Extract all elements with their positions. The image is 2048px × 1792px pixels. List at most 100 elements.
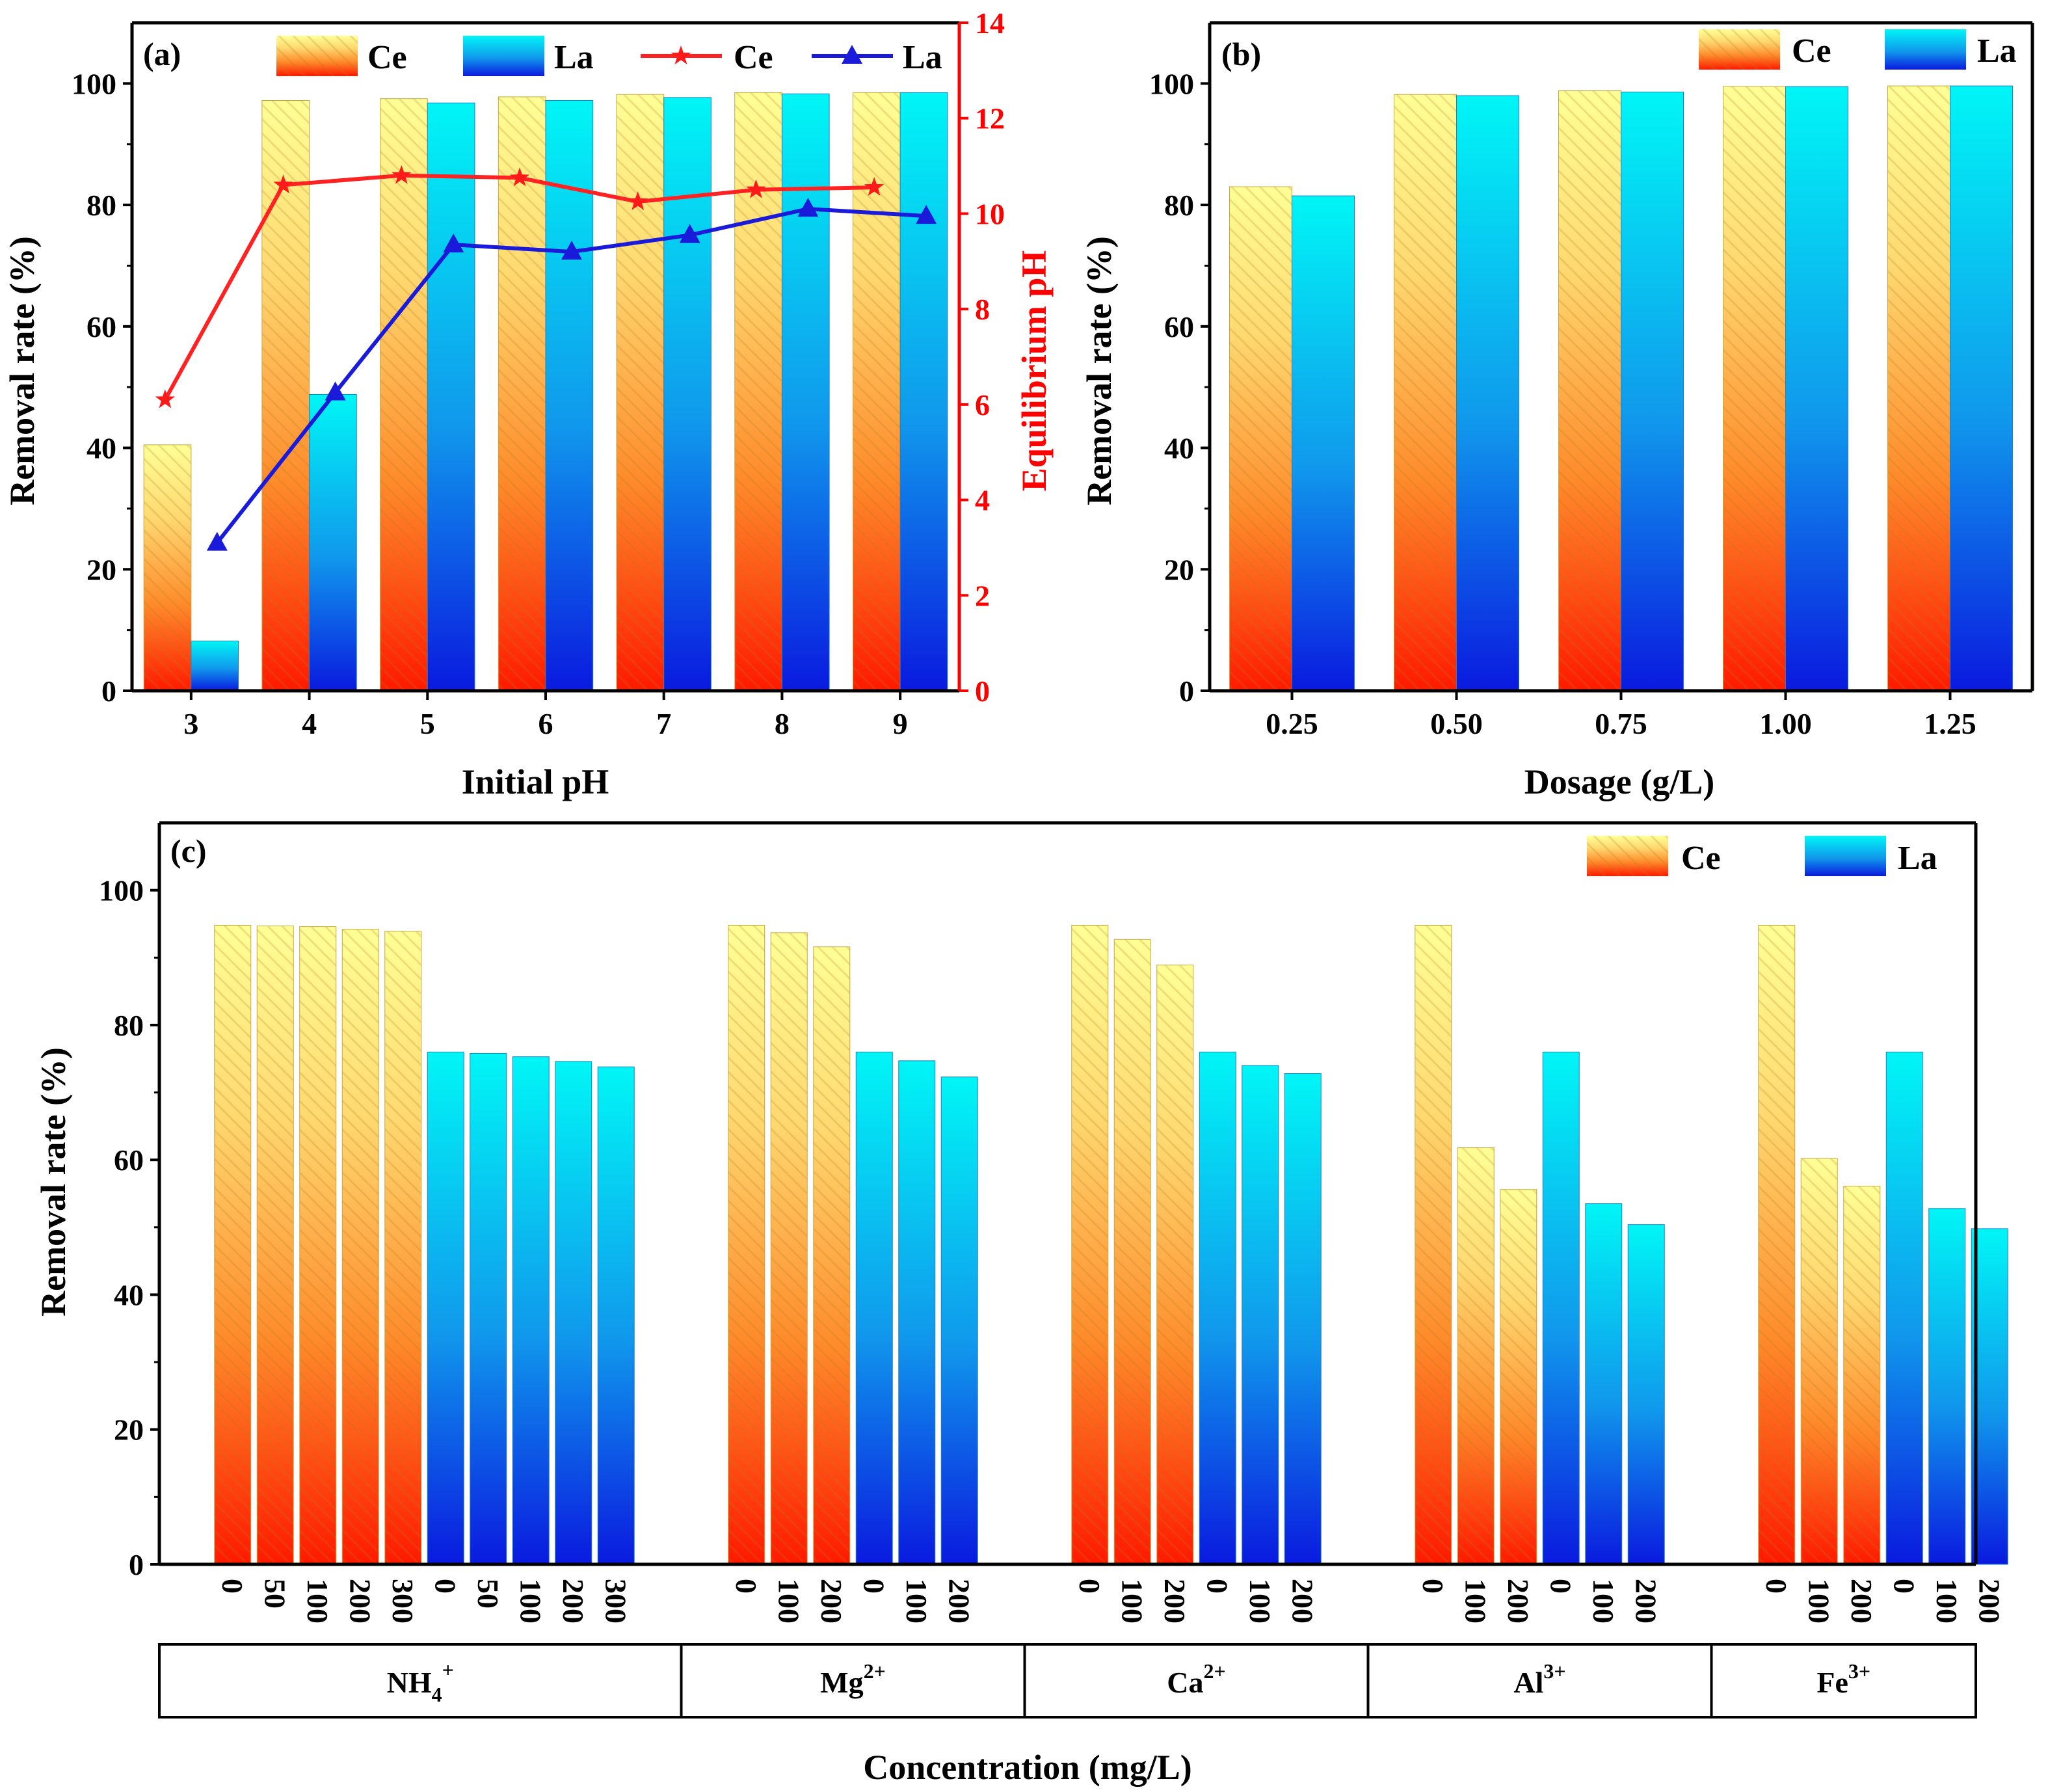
panel-c-bar-ce xyxy=(256,926,294,1565)
panel-a-legend-marker-la xyxy=(842,45,862,64)
panel-c-bar-ce-hatch xyxy=(813,946,850,1564)
panel-a-label: (a) xyxy=(143,36,181,72)
panel-c-ytick-label: 20 xyxy=(114,1413,144,1447)
panel-c-bar-ce-hatch xyxy=(299,926,336,1564)
panel-c-bar-ce xyxy=(214,925,252,1565)
panel-b-legend-swatch-la xyxy=(1885,29,1966,70)
panel-a-bar-la-fill xyxy=(663,97,711,691)
panel-c-xtick-label: 200 xyxy=(1502,1579,1535,1624)
panel-c-bar-la xyxy=(898,1060,936,1565)
panel-c-xtick-label: 200 xyxy=(1973,1579,2006,1624)
panel-c-bar-ce xyxy=(384,931,422,1565)
panel-c-bar-ce xyxy=(1843,1186,1881,1565)
panel-b-legend-label-la: La xyxy=(1977,33,2017,70)
panel-c-ytick-label: 60 xyxy=(114,1143,144,1177)
panel-c-xtick-label: 200 xyxy=(1629,1579,1662,1624)
panel-a-point-la xyxy=(206,531,228,551)
panel-c-xtick-label: 100 xyxy=(1930,1579,1963,1624)
panel-a-legend-swatch-ce xyxy=(276,36,358,76)
panel-c-xtick-label: 0 xyxy=(1073,1579,1106,1594)
panel-c-xtick-label: 100 xyxy=(1243,1579,1277,1624)
panel-a-bar-ce-hatch xyxy=(380,98,428,691)
panel-c-bar-ce-hatch xyxy=(1500,1189,1537,1564)
panel-c-bar-ce xyxy=(1800,1158,1838,1565)
panel-b-bar-ce-hatch xyxy=(1394,94,1457,691)
panel-c-bar-ce-hatch xyxy=(728,925,765,1564)
panel-a-xtick-label: 5 xyxy=(420,707,435,740)
panel-c-bar-la xyxy=(1585,1203,1623,1565)
panel-a-point-la xyxy=(797,198,819,217)
panel-b-bar-ce xyxy=(1887,85,1950,691)
panel-c-bar-ce-hatch xyxy=(1114,939,1151,1564)
panel-a-point-la xyxy=(916,205,937,224)
panel-a-bar-ce-hatch xyxy=(261,100,310,691)
panel-a-xtick-label: 4 xyxy=(302,707,317,740)
panel-b-bar-ce xyxy=(1394,94,1457,691)
panel-c-bar-la xyxy=(940,1077,978,1565)
panel-a-ytick-label: 40 xyxy=(86,432,116,465)
panel-a-ytick-label: 100 xyxy=(72,67,116,100)
panel-c-bar-ce xyxy=(299,926,337,1565)
panel-c-bar-ce xyxy=(728,925,765,1565)
panel-c-xtick-label: 200 xyxy=(1845,1579,1878,1624)
panel-c-bar-la xyxy=(597,1066,635,1565)
panel-b-xtick-label: 0.25 xyxy=(1266,707,1318,740)
panel-b-bar-la xyxy=(1456,95,1519,691)
panel-c-bar-ce-hatch xyxy=(1801,1158,1838,1564)
panel-b-bar-ce xyxy=(1229,186,1292,691)
panel-a-legend-swatch-la xyxy=(463,36,544,76)
panel-c-label: (c) xyxy=(170,833,207,869)
panel-b-xtick-label: 0.75 xyxy=(1595,707,1647,740)
panel-c-bar-ce xyxy=(1156,965,1194,1565)
panel-c-bar-la-fill xyxy=(1928,1208,1965,1564)
panel-c-ytick-label: 100 xyxy=(99,874,144,907)
panel-b-bar-la xyxy=(1292,195,1355,691)
panel-a-legend-label-ce: Ce xyxy=(367,39,407,76)
panel-c-xtick-label: 200 xyxy=(815,1579,848,1624)
panel-c-bar-la-fill xyxy=(512,1056,550,1564)
panel-a-legend-label-la-line: La xyxy=(903,39,942,76)
panel-b-bar-la xyxy=(1621,91,1684,691)
panel-b-ytick-label: 60 xyxy=(1164,310,1194,343)
panel-c-bar-ce-hatch xyxy=(214,925,251,1564)
panel-c-bar-ce xyxy=(1758,925,1796,1565)
panel-c-bar-la xyxy=(1885,1051,1923,1565)
panel-a-legend-label-ce-line: Ce xyxy=(734,39,773,76)
panel-c-xtick-label: 100 xyxy=(1115,1579,1149,1624)
panel-b-bar-la xyxy=(1785,86,1848,691)
panel-a-xtick-label: 8 xyxy=(775,707,790,740)
panel-c-xtick-label: 100 xyxy=(772,1579,805,1624)
panel-b-xtick-label: 1.25 xyxy=(1924,707,1976,740)
panel-a-xtick-label: 7 xyxy=(656,707,671,740)
panel-c-xtick-label: 0 xyxy=(216,1579,249,1594)
panel-c-bar-ce xyxy=(1415,925,1452,1565)
panel-c-ion-label: Fe3+ xyxy=(1816,1659,1870,1699)
panel-c-bar-ce-hatch xyxy=(1415,925,1452,1564)
panel-c-ion-label: Ca2+ xyxy=(1167,1659,1225,1699)
panel-c-bar-ce-hatch xyxy=(1758,925,1795,1564)
panel-c-legend-label-ce: Ce xyxy=(1681,840,1721,877)
panel-a-bar-la xyxy=(899,92,948,691)
panel-c-bar-ce-hatch xyxy=(1457,1147,1495,1564)
panel-a-y2label: Equilibrium pH xyxy=(1015,250,1054,492)
panel-c-bar-ce-hatch xyxy=(1071,925,1108,1564)
panel-b-ytick-label: 80 xyxy=(1164,189,1194,222)
panel-c-bar-la xyxy=(470,1052,507,1565)
panel-c-bar-ce-hatch xyxy=(342,929,379,1564)
panel-a-bar-ce xyxy=(616,94,665,691)
panel-c-bar-la-fill xyxy=(427,1052,464,1564)
panel-a-point-la xyxy=(679,224,700,243)
panel-b-ytick-label: 40 xyxy=(1164,432,1194,465)
panel-a-legend: Ce La Ce La xyxy=(276,36,942,76)
panel-b-bar-la xyxy=(1950,85,2013,691)
panel-a-bar-ce-hatch xyxy=(144,444,191,691)
panel-a-bar-la-fill xyxy=(427,103,475,691)
panel-c-ylabel: Removal rate (%) xyxy=(34,1047,73,1317)
panel-b-legend-label-ce: Ce xyxy=(1792,33,1831,70)
panel-a-bar-ce xyxy=(498,96,546,691)
panel-c-bar-la xyxy=(1199,1051,1236,1565)
panel-c-bar-la-fill xyxy=(1585,1203,1622,1564)
panel-c-xtick-label: 0 xyxy=(730,1579,763,1594)
panel-c-xlabel: Concentration (mg/L) xyxy=(863,1748,1191,1787)
panel-a-legend-swatch-ce-hatch xyxy=(276,36,358,76)
